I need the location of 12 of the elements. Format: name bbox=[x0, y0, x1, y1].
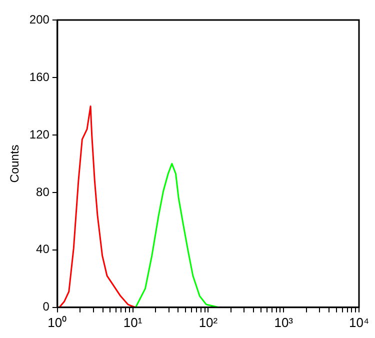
x-tick-label: 10² bbox=[198, 314, 218, 330]
y-tick-label: 80 bbox=[36, 184, 50, 199]
y-tick-label: 160 bbox=[29, 70, 50, 84]
y-tick-label: 200 bbox=[29, 12, 50, 26]
x-tick-label: 10⁴ bbox=[348, 314, 370, 330]
x-tick-label: 10⁰ bbox=[48, 314, 68, 330]
y-tick-label: 120 bbox=[29, 127, 50, 142]
y-axis-title: Counts bbox=[8, 144, 22, 183]
x-tick-label: 10³ bbox=[274, 314, 294, 330]
y-tick-label: 40 bbox=[36, 242, 50, 256]
y-tick-label: 0 bbox=[42, 300, 50, 314]
x-tick-label: 10¹ bbox=[123, 314, 143, 330]
